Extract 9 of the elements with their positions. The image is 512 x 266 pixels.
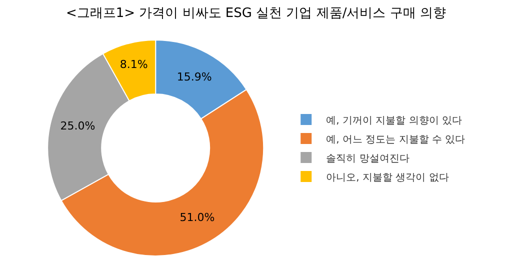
data-label: 25.0%: [60, 119, 96, 132]
legend-label: 솔직히 망설여진다: [326, 153, 410, 164]
data-label: 51.0%: [180, 210, 215, 224]
data-label: 8.1%: [120, 58, 148, 71]
data-label: 15.9%: [176, 70, 212, 84]
legend-label: 예, 기꺼이 지불할 의향이 있다: [326, 115, 462, 126]
legend-label: 아니오, 지불할 생각이 없다: [326, 172, 449, 184]
legend-label: 예, 어느 정도는 지불할 수 있다: [326, 134, 466, 146]
chart-title: <그래프1> 가격이 비싸도 ESG 실천 기업 제품/서비스 구매 의향: [66, 6, 446, 22]
